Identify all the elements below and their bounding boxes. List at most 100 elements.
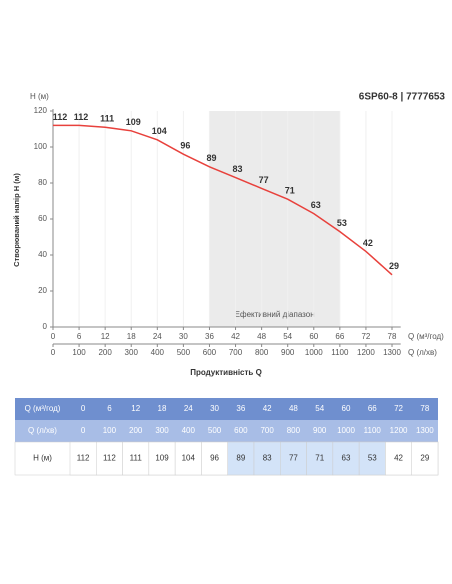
x-tick-label: 0: [51, 332, 56, 341]
table-cell: [96, 441, 123, 476]
x-tick-label: 36: [205, 332, 214, 341]
x-tick-label: 30: [179, 332, 188, 341]
table-value: 1100: [364, 426, 382, 435]
table-value: 400: [182, 426, 196, 435]
table-value: 0: [81, 404, 86, 413]
data-label: 29: [389, 261, 399, 271]
data-label: 83: [233, 164, 243, 174]
data-label: 89: [206, 153, 216, 163]
table-value: 53: [368, 454, 377, 463]
x-tick-label: 78: [388, 332, 397, 341]
x-unit-label: Q (м³/год): [408, 332, 444, 341]
table-value: 30: [210, 404, 219, 413]
efficient-range-label: Ефективний діапазон: [235, 310, 315, 319]
table-value: 1300: [416, 426, 434, 435]
table-value: 63: [342, 454, 351, 463]
x2-tick-label: 0: [51, 348, 56, 357]
x-tick-label: 66: [335, 332, 344, 341]
table-value: 54: [315, 404, 324, 413]
data-label: 109: [126, 117, 141, 127]
table-cell: [306, 441, 334, 476]
table-cell: [148, 441, 176, 476]
table-value: 72: [394, 404, 403, 413]
y-axis-label: Створюваний напір Н (м): [12, 173, 21, 267]
y-tick-label: 100: [34, 142, 48, 151]
y-tick-label: 120: [34, 106, 48, 115]
y-tick-label: 40: [38, 250, 47, 259]
table-cell: [358, 441, 386, 476]
y-tick-label: 80: [38, 178, 47, 187]
table-value: 800: [287, 426, 301, 435]
data-label: 96: [180, 141, 190, 151]
data-label: 104: [152, 126, 167, 136]
x-tick-label: 6: [77, 332, 82, 341]
y-tick-label: 0: [43, 322, 48, 331]
table-value: 42: [263, 404, 272, 413]
table-value: 900: [313, 426, 327, 435]
x-tick-label: 72: [361, 332, 370, 341]
table-cell: [280, 441, 307, 476]
x2-tick-label: 400: [151, 348, 165, 357]
data-label: 42: [363, 238, 373, 248]
table-value: 71: [315, 454, 324, 463]
table-cell: [332, 441, 360, 476]
table-value: 6: [107, 404, 112, 413]
y-unit-label: H (м): [30, 92, 49, 101]
table-value: 66: [368, 404, 377, 413]
table-value: 200: [129, 426, 143, 435]
table-value: 36: [236, 404, 245, 413]
data-label: 53: [337, 218, 347, 228]
y-tick-label: 20: [38, 286, 47, 295]
x2-tick-label: 1000: [305, 348, 323, 357]
x2-tick-label: 300: [125, 348, 139, 357]
table-cell: [227, 441, 255, 476]
table-value: 18: [158, 404, 167, 413]
table-value: 42: [394, 454, 403, 463]
table-value: 89: [236, 454, 245, 463]
table-value: 1000: [337, 426, 355, 435]
table-value: 112: [77, 454, 90, 463]
data-label: 111: [100, 114, 114, 124]
table-header: H (м): [33, 454, 52, 463]
table-value: 112: [103, 454, 116, 463]
table-value: 0: [81, 426, 86, 435]
x2-tick-label: 900: [281, 348, 295, 357]
table-value: 60: [342, 404, 351, 413]
table-value: 1200: [390, 426, 408, 435]
table-cell: [69, 441, 97, 476]
x2-tick-label: 700: [229, 348, 243, 357]
x-tick-label: 42: [231, 332, 240, 341]
table-value: 104: [182, 454, 196, 463]
table-value: 29: [420, 454, 429, 463]
table-value: 100: [103, 426, 117, 435]
data-label: 112: [53, 112, 68, 122]
table-cell: [174, 441, 202, 476]
x2-tick-label: 600: [203, 348, 217, 357]
data-label: 71: [285, 186, 295, 196]
x2-tick-label: 500: [177, 348, 191, 357]
x-axis-label: Продуктивність Q: [190, 368, 262, 377]
x2-tick-label: 1200: [357, 348, 375, 357]
x2-tick-label: 100: [72, 348, 86, 357]
x2-tick-label: 1300: [383, 348, 401, 357]
table-value: 24: [184, 404, 193, 413]
x-tick-label: 48: [257, 332, 266, 341]
table-value: 300: [155, 426, 169, 435]
x-tick-label: 54: [283, 332, 292, 341]
table-cell: [411, 441, 439, 476]
table-cell: [122, 441, 150, 476]
x-tick-label: 18: [127, 332, 136, 341]
data-label: 112: [74, 112, 89, 122]
x-tick-label: 24: [153, 332, 162, 341]
table-value: 111: [130, 454, 143, 463]
table-cell: [253, 441, 281, 476]
table-value: 12: [131, 404, 140, 413]
table-value: 700: [260, 426, 274, 435]
x2-tick-label: 800: [255, 348, 269, 357]
table-value: 600: [234, 426, 248, 435]
table-value: 500: [208, 426, 222, 435]
table-row: [15, 420, 438, 442]
data-label: 63: [311, 200, 321, 210]
table-cell: [201, 441, 228, 476]
y-tick-label: 60: [38, 214, 47, 223]
